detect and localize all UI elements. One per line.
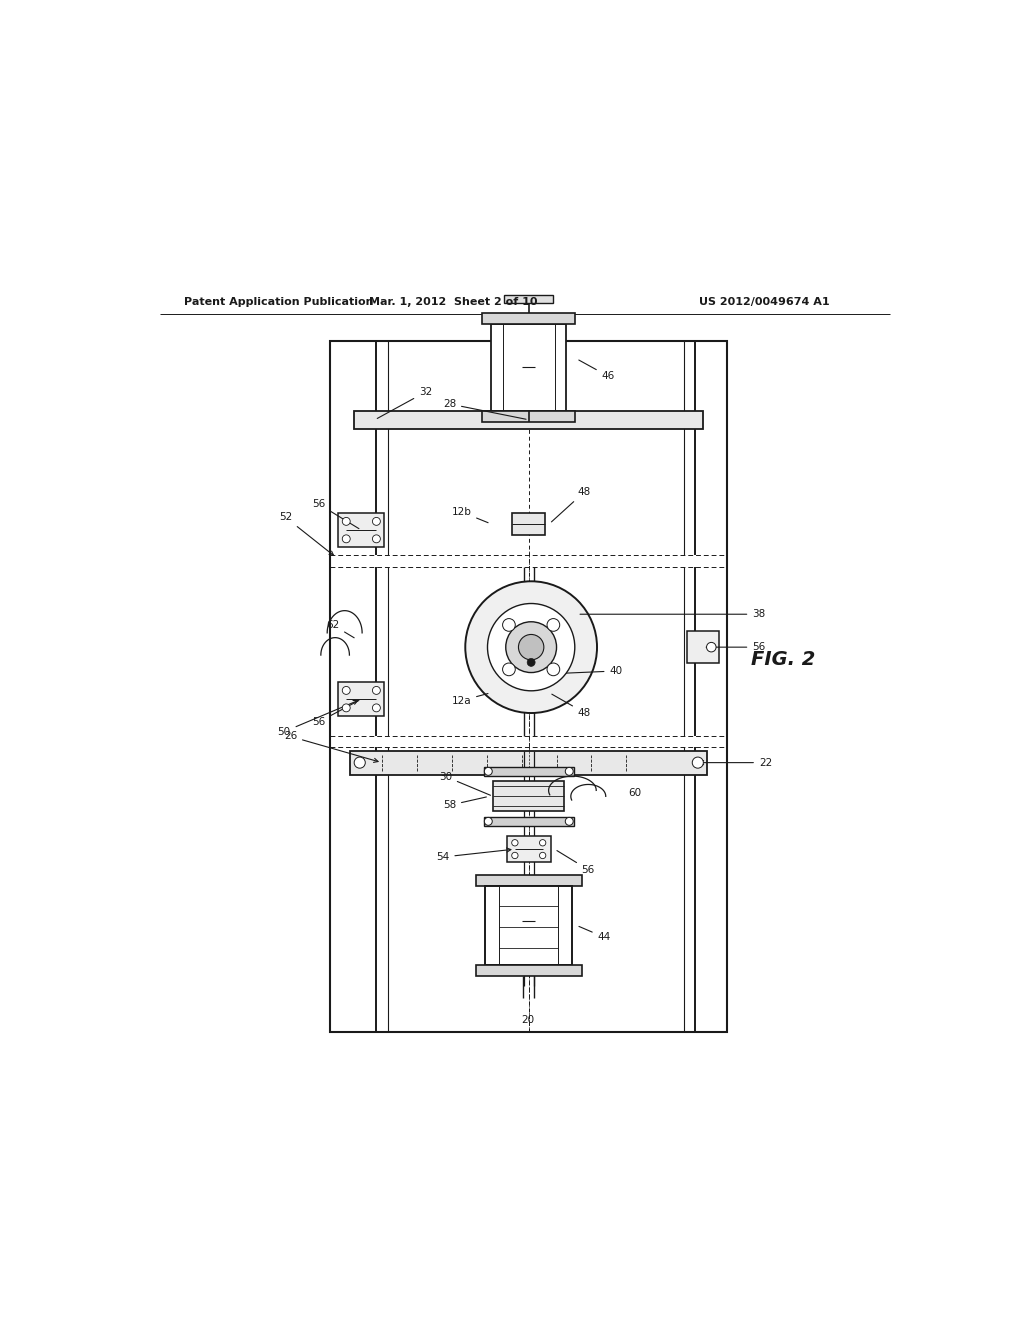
- Text: 48: 48: [552, 694, 591, 718]
- Bar: [504, 296, 553, 304]
- Bar: [482, 313, 575, 323]
- Text: 48: 48: [552, 487, 591, 521]
- Circle shape: [518, 635, 544, 660]
- Circle shape: [565, 817, 573, 825]
- Bar: [492, 323, 566, 411]
- Bar: [485, 886, 572, 965]
- Circle shape: [373, 686, 380, 694]
- Text: 56: 56: [707, 642, 766, 652]
- Circle shape: [354, 758, 366, 768]
- Circle shape: [342, 535, 350, 543]
- Circle shape: [692, 758, 703, 768]
- Bar: [512, 512, 546, 535]
- Circle shape: [547, 663, 560, 676]
- Bar: [687, 631, 719, 663]
- Text: 26: 26: [284, 731, 378, 763]
- Circle shape: [373, 535, 380, 543]
- Text: 50: 50: [278, 701, 357, 737]
- Circle shape: [487, 603, 574, 690]
- Text: 30: 30: [439, 771, 490, 795]
- Bar: [512, 681, 546, 704]
- Circle shape: [503, 663, 515, 676]
- Circle shape: [342, 517, 350, 525]
- Bar: [475, 965, 582, 975]
- Text: FIG. 2: FIG. 2: [751, 649, 815, 668]
- Text: 20: 20: [521, 1015, 534, 1024]
- Text: 52: 52: [279, 512, 334, 556]
- Circle shape: [342, 686, 350, 694]
- Bar: [507, 837, 551, 862]
- Text: 12b: 12b: [452, 507, 488, 523]
- Text: 60: 60: [628, 788, 641, 799]
- Bar: [483, 767, 574, 776]
- Circle shape: [540, 853, 546, 858]
- Circle shape: [373, 704, 380, 711]
- Text: 40: 40: [560, 667, 623, 676]
- Circle shape: [540, 840, 546, 846]
- Text: 56: 56: [312, 499, 359, 528]
- Circle shape: [547, 619, 560, 631]
- Circle shape: [484, 817, 493, 825]
- Text: 56: 56: [312, 701, 358, 727]
- Text: 46: 46: [579, 360, 614, 381]
- Text: 54: 54: [436, 847, 511, 862]
- Circle shape: [527, 659, 536, 667]
- Circle shape: [565, 767, 573, 775]
- Text: US 2012/0049674 A1: US 2012/0049674 A1: [699, 297, 830, 308]
- Bar: [338, 513, 384, 546]
- Text: 32: 32: [377, 387, 432, 418]
- Text: 28: 28: [442, 399, 526, 420]
- Bar: [331, 342, 727, 1032]
- Text: 12a: 12a: [452, 693, 488, 706]
- Circle shape: [707, 643, 716, 652]
- Circle shape: [373, 517, 380, 525]
- Circle shape: [512, 853, 518, 858]
- Bar: [475, 875, 582, 886]
- Circle shape: [465, 581, 597, 713]
- Bar: [350, 751, 708, 775]
- Text: 38: 38: [580, 610, 766, 619]
- Text: 58: 58: [442, 797, 486, 810]
- Circle shape: [342, 704, 350, 711]
- Bar: [483, 817, 574, 826]
- Circle shape: [484, 767, 493, 775]
- Circle shape: [512, 840, 518, 846]
- Circle shape: [503, 619, 515, 631]
- Bar: [482, 411, 575, 422]
- Bar: [354, 411, 703, 429]
- Bar: [494, 781, 564, 812]
- Text: 56: 56: [557, 850, 595, 875]
- Text: 44: 44: [579, 927, 610, 942]
- Text: Patent Application Publication: Patent Application Publication: [183, 297, 373, 308]
- Text: 62: 62: [326, 620, 354, 638]
- Circle shape: [506, 622, 557, 673]
- Text: 22: 22: [699, 758, 772, 768]
- Bar: [338, 682, 384, 715]
- Text: Mar. 1, 2012  Sheet 2 of 10: Mar. 1, 2012 Sheet 2 of 10: [369, 297, 538, 308]
